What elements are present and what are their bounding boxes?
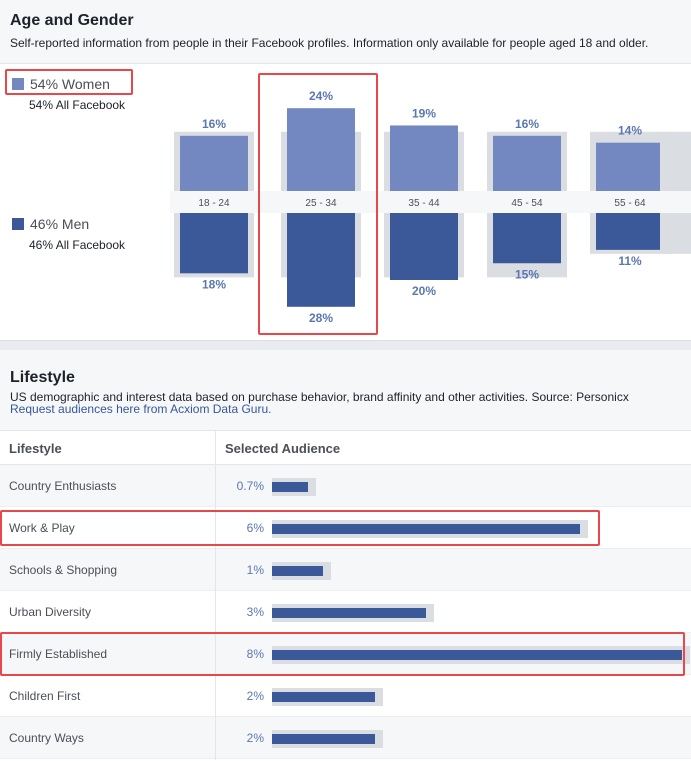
- men-value-55-64: 11%: [618, 254, 642, 268]
- table-row: Schools & Shopping 1%: [0, 549, 691, 591]
- audience-bar: [272, 524, 580, 534]
- table-row: Country Ways 2%: [0, 717, 691, 759]
- men-bar-18-24: [180, 213, 248, 274]
- women-value-35-44: 19%: [412, 106, 436, 120]
- age-tick-35-44: 35 - 44: [408, 198, 440, 209]
- audience-bar-track: [272, 478, 316, 496]
- age-tick-25-34: 25 - 34: [305, 198, 337, 209]
- audience-bar: [272, 608, 426, 618]
- women-bar-35-44: [390, 125, 458, 191]
- acxiom-link[interactable]: Request audiences here from Acxiom Data …: [10, 402, 272, 416]
- age-gender-description: Self-reported information from people in…: [10, 36, 649, 50]
- men-swatch: [12, 218, 24, 230]
- age-tick-18-24: 18 - 24: [198, 198, 230, 209]
- women-bar-25-34: [287, 108, 355, 191]
- audience-bar-track: [272, 688, 383, 706]
- audience-value: 0.7%: [236, 479, 264, 493]
- lifestyle-name: Country Ways: [9, 731, 84, 745]
- legend-men: 46% Men 46% All Facebook: [12, 216, 125, 252]
- audience-bar: [272, 566, 324, 576]
- lifestyle-rows: Country Enthusiasts 0.7% Work & Play 6% Scho…: [0, 465, 691, 759]
- age-tick-45-54: 45 - 54: [511, 198, 543, 209]
- audience-bar: [272, 734, 375, 744]
- table-row: Country Enthusiasts 0.7%: [0, 465, 691, 507]
- women-bar-45-54: [493, 135, 561, 191]
- women-label: 54% Women: [30, 76, 110, 92]
- women-swatch: [12, 78, 24, 90]
- audience-bar: [272, 482, 308, 492]
- audience-bar-track: [272, 646, 690, 664]
- women-value-18-24: 16%: [202, 117, 226, 131]
- men-value-25-34: 28%: [309, 311, 333, 325]
- audience-bar-track: [272, 730, 383, 748]
- women-value-45-54: 16%: [515, 117, 539, 131]
- audience-value: 2%: [246, 689, 264, 703]
- men-bar-45-54: [493, 213, 561, 264]
- men-bar-25-34: [287, 213, 355, 307]
- men-all-facebook: 46% All Facebook: [29, 238, 126, 252]
- header-selected-audience: Selected Audience: [225, 441, 341, 456]
- lifestyle-table-header: Lifestyle Selected Audience: [0, 431, 691, 465]
- men-all-facebook-track-65-: [660, 213, 691, 254]
- lifestyle-description: US demographic and interest data based o…: [10, 390, 629, 404]
- table-row: Children First 2%: [0, 675, 691, 717]
- audience-value: 2%: [246, 731, 264, 745]
- audience-value: 1%: [246, 563, 264, 577]
- men-value-18-24: 18%: [202, 277, 226, 291]
- lifestyle-table: Lifestyle Selected Audience Country Enth…: [0, 431, 691, 760]
- lifestyle-name: Country Enthusiasts: [9, 479, 117, 493]
- age-gender-title: Age and Gender: [10, 12, 134, 29]
- table-row: Urban Diversity 3%: [0, 591, 691, 633]
- men-bar-55-64: [596, 213, 664, 250]
- men-label: 46% Men: [30, 216, 90, 232]
- legend-women: 54% Women 54% All Facebook: [12, 76, 125, 112]
- lifestyle-name: Schools & Shopping: [9, 563, 118, 577]
- audience-value: 3%: [246, 605, 264, 619]
- lifestyle-name: Work & Play: [9, 521, 75, 535]
- lifestyle-name: Firmly Established: [9, 647, 108, 661]
- women-bar-18-24: [180, 135, 248, 191]
- lifestyle-title: Lifestyle: [10, 369, 75, 386]
- men-bar-35-44: [390, 213, 458, 280]
- age-axis-band: [170, 191, 691, 213]
- audience-bar-track: [272, 562, 332, 580]
- men-value-45-54: 15%: [515, 267, 539, 281]
- audience-value: 8%: [246, 647, 264, 661]
- audience-bar: [272, 692, 375, 702]
- age-gender-header: Age and Gender Self-reported information…: [0, 0, 691, 64]
- table-row: Firmly Established 8%: [0, 633, 691, 675]
- audience-bar: [272, 650, 682, 660]
- age-tick-55-64: 55 - 64: [614, 198, 646, 209]
- lifestyle-name: Children First: [9, 689, 81, 703]
- lifestyle-header: Lifestyle US demographic and interest da…: [0, 350, 691, 431]
- age-gender-chart: 16% 18% 18 - 24 24% 28% 25 - 34 19% 20% 35 - 44 1…: [170, 89, 691, 325]
- audience-bar-track: [272, 520, 588, 538]
- women-value-55-64: 14%: [618, 124, 642, 138]
- section-gap: [0, 340, 691, 350]
- women-value-25-34: 24%: [309, 89, 333, 103]
- audience-value: 6%: [246, 521, 264, 535]
- column-divider: [215, 431, 216, 760]
- women-all-facebook-track-65-: [660, 131, 691, 191]
- women-all-facebook: 54% All Facebook: [29, 98, 126, 112]
- lifestyle-name: Urban Diversity: [9, 605, 92, 619]
- audience-bar-track: [272, 604, 434, 622]
- women-bar-55-64: [596, 142, 664, 191]
- table-row: Work & Play 6%: [0, 507, 691, 549]
- header-lifestyle: Lifestyle: [9, 441, 62, 456]
- men-value-35-44: 20%: [412, 284, 436, 298]
